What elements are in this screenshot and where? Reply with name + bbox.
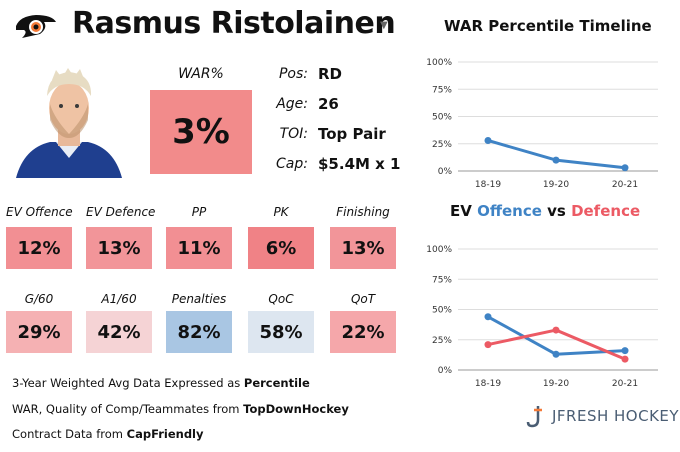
war-label: WAR% bbox=[178, 66, 224, 82]
position-value: RD bbox=[318, 65, 343, 83]
chart1-ytick-label: 75% bbox=[432, 85, 452, 95]
chart2-title-vs: vs bbox=[541, 202, 572, 220]
brand-icon bbox=[526, 406, 542, 428]
stat-box-qot: 22% bbox=[330, 311, 396, 353]
chart2-title-offence: Offence bbox=[477, 202, 542, 220]
chart2-point-offence bbox=[621, 347, 629, 355]
stat-box-penalties: 82% bbox=[166, 311, 232, 353]
chart1-point-war bbox=[621, 164, 629, 172]
player-photo bbox=[10, 62, 128, 178]
footer-line-2-text: WAR, Quality of Comp/Teammates from bbox=[12, 402, 244, 416]
toi-value: Top Pair bbox=[318, 125, 386, 143]
chart2-point-offence bbox=[484, 313, 492, 321]
chart2-title-prefix: EV bbox=[450, 202, 478, 220]
chart2-ytick-label: 0% bbox=[438, 366, 453, 376]
chart2-ytick-label: 50% bbox=[432, 306, 452, 316]
age-label: Age: bbox=[276, 96, 308, 112]
age-value: 26 bbox=[318, 95, 339, 113]
brand: JFRESH HOCKEY bbox=[526, 404, 679, 428]
chart1-point-war bbox=[484, 136, 492, 144]
stat-box-pp: 11% bbox=[166, 227, 232, 269]
chart2-point-defence bbox=[484, 341, 492, 349]
chart1-xtick-label: 18-19 bbox=[475, 180, 501, 190]
chart1-line-war bbox=[487, 139, 626, 170]
footer-line-1: 3-Year Weighted Avg Data Expressed as Pe… bbox=[12, 376, 310, 390]
stat-box-g60: 29% bbox=[6, 311, 72, 353]
stat-box-pk: 6% bbox=[248, 227, 314, 269]
chart2-title: EV Offence vs Defence bbox=[450, 202, 640, 220]
stat-label-pp: PP bbox=[191, 205, 207, 219]
stat-box-finishing: 13% bbox=[330, 227, 396, 269]
stat-label-finishing: Finishing bbox=[336, 205, 390, 219]
stat-box-ev-defence: 13% bbox=[86, 227, 152, 269]
cap-label: Cap: bbox=[276, 156, 308, 172]
chart1-ytick-label: 0% bbox=[438, 167, 453, 177]
stat-box-qoc: 58% bbox=[248, 311, 314, 353]
cap-value: $5.4M x 1 bbox=[318, 155, 401, 173]
chart2-point-defence bbox=[552, 326, 560, 334]
chart2-line-offence bbox=[487, 315, 626, 356]
stat-box-a160: 42% bbox=[86, 311, 152, 353]
stat-box-ev-offence: 12% bbox=[6, 227, 72, 269]
stat-label-qot: QoT bbox=[350, 292, 376, 306]
chart2-xtick-label: 19-20 bbox=[543, 379, 569, 389]
footer-line-2-bold: TopDownHockey bbox=[243, 402, 349, 416]
chart1-ytick-label: 50% bbox=[432, 113, 452, 123]
footer-line-1-text: 3-Year Weighted Avg Data Expressed as bbox=[12, 376, 244, 390]
footer-line-3-text: Contract Data from bbox=[12, 427, 127, 441]
chart2-xtick-label: 18-19 bbox=[475, 379, 501, 389]
war-value: 3% bbox=[150, 90, 252, 174]
footer-line-3-bold: CapFriendly bbox=[126, 427, 204, 441]
chart1-title: WAR Percentile Timeline bbox=[444, 17, 652, 35]
chart1-ytick-label: 25% bbox=[432, 140, 452, 150]
chart1-ytick-label: 100% bbox=[426, 58, 452, 68]
brand-name: JFRESH HOCKEY bbox=[552, 407, 680, 425]
stat-label-a160: A1/60 bbox=[101, 292, 137, 306]
chart1-point-war bbox=[552, 156, 560, 164]
chart1-xtick-label: 19-20 bbox=[543, 180, 569, 190]
chart2-point-defence bbox=[621, 355, 629, 363]
position-label: Pos: bbox=[278, 66, 308, 82]
chevron-down-icon[interactable]: ▼ bbox=[380, 20, 388, 31]
stat-label-qoc: QoC bbox=[268, 292, 294, 306]
chart2-ytick-label: 75% bbox=[432, 275, 452, 285]
chart2-xtick-label: 20-21 bbox=[612, 379, 638, 389]
footer-line-2: WAR, Quality of Comp/Teammates from TopD… bbox=[12, 402, 349, 416]
player-name: Rasmus Ristolainen bbox=[72, 6, 396, 41]
chart1-xtick-label: 20-21 bbox=[612, 180, 638, 190]
chart2-point-offence bbox=[552, 350, 560, 358]
chart2-title-defence: Defence bbox=[571, 202, 641, 220]
stat-label-pk: PK bbox=[273, 205, 289, 219]
chart2-ytick-label: 25% bbox=[432, 336, 452, 346]
stat-label-ev-offence: EV Offence bbox=[6, 205, 73, 219]
footer-line-3: Contract Data from CapFriendly bbox=[12, 427, 204, 441]
stat-label-g60: G/60 bbox=[24, 292, 54, 306]
chart2-ytick-label: 100% bbox=[426, 245, 452, 255]
team-logo bbox=[16, 15, 56, 38]
footer-line-1-bold: Percentile bbox=[243, 376, 310, 390]
toi-label: TOI: bbox=[279, 126, 308, 142]
stat-label-penalties: Penalties bbox=[171, 292, 227, 306]
stat-label-ev-defence: EV Defence bbox=[86, 205, 156, 219]
